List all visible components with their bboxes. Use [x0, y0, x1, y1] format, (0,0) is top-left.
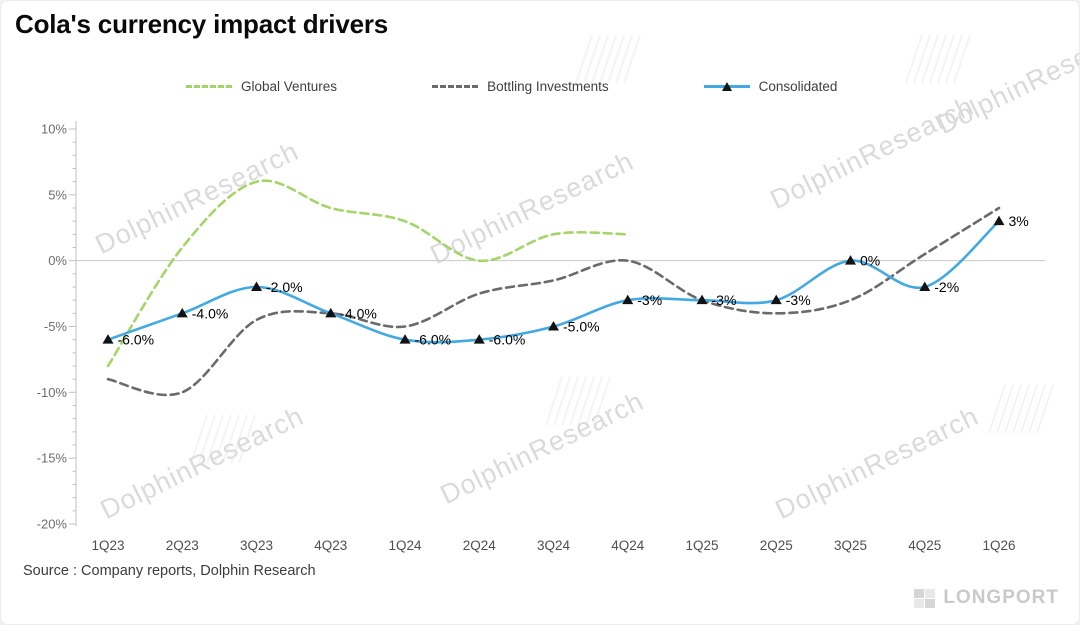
svg-text:1Q23: 1Q23: [91, 538, 124, 553]
y-axis: 10% 5% 0% -5% -10% -15% -20%: [37, 121, 77, 532]
brand-name: LONGPORT: [943, 587, 1059, 608]
chart-title: Cola's currency impact drivers: [15, 9, 389, 39]
triangle-data-marker: [696, 294, 708, 305]
triangle-data-marker: [548, 321, 559, 331]
svg-text:3Q23: 3Q23: [240, 538, 273, 553]
triangle-data-marker: [325, 307, 337, 318]
series-consolidated: -6.0% -4.0% -2.0% -4.0% -6.0% -6.0% -5.0% -3% -3…: [102, 213, 1029, 348]
dashed-line-icon: [186, 84, 232, 88]
triangle-data-marker: [770, 294, 782, 305]
svg-text:-15%: -15%: [37, 451, 68, 466]
triangle-data-marker: [993, 215, 1005, 226]
point-label: -6.0%: [415, 332, 452, 348]
triangle-data-marker: [919, 281, 931, 291]
legend: Global Ventures Bottling Investments Con…: [1, 73, 1079, 99]
triangle-data-marker: [845, 255, 856, 265]
svg-text:4Q23: 4Q23: [314, 538, 347, 553]
legend-item-consolidated: Consolidated: [703, 78, 838, 94]
series-bottling-investments: [106, 206, 1001, 397]
svg-text:0%: 0%: [48, 253, 67, 268]
svg-text:1Q25: 1Q25: [685, 538, 718, 553]
point-label: -4.0%: [340, 305, 377, 321]
svg-text:DolphinResearch: DolphinResearch: [96, 401, 309, 525]
series-global-ventures: [106, 179, 630, 368]
svg-text:1Q24: 1Q24: [388, 538, 422, 553]
point-label: -3%: [712, 292, 737, 308]
triangle-data-marker: [102, 334, 114, 344]
legend-item-global-ventures: Global Ventures: [186, 79, 337, 94]
point-label: -6.0%: [118, 332, 155, 348]
svg-text:DolphinResearch: DolphinResearch: [436, 386, 649, 510]
point-label: -2%: [934, 279, 959, 295]
legend-label: Global Ventures: [241, 78, 338, 94]
point-label: 3%: [1009, 213, 1029, 229]
svg-text:3Q24: 3Q24: [537, 538, 571, 553]
point-label: -4.0%: [192, 305, 229, 321]
point-label: -3%: [637, 292, 662, 308]
point-label: -6.0%: [489, 332, 526, 348]
point-label: -2.0%: [266, 279, 303, 295]
dashed-line-icon: [432, 84, 479, 88]
point-label: 0%: [860, 253, 880, 269]
triangle-data-marker: [251, 281, 262, 291]
source-note: Source : Company reports, Dolphin Resear…: [23, 563, 316, 579]
svg-text:3Q25: 3Q25: [834, 538, 867, 553]
svg-text:DolphinResearch: DolphinResearch: [91, 136, 304, 260]
svg-text:1Q26: 1Q26: [982, 538, 1015, 553]
svg-text:5%: 5%: [48, 187, 67, 202]
svg-text:-5%: -5%: [44, 319, 68, 334]
triangle-data-marker: [473, 334, 485, 344]
svg-text:4Q24: 4Q24: [611, 538, 645, 553]
svg-text:-20%: -20%: [37, 517, 68, 532]
x-axis-labels: 1Q23 2Q23 3Q23 4Q23 1Q24 2Q24 3Q24 4Q24 1Q25 2Q25…: [91, 538, 1015, 553]
point-label: -5.0%: [563, 319, 600, 335]
svg-text:DolphinResearch: DolphinResearch: [426, 146, 639, 270]
triangle-data-marker: [176, 307, 188, 318]
svg-text:4Q25: 4Q25: [908, 538, 941, 553]
svg-text:2Q24: 2Q24: [463, 538, 497, 553]
legend-item-bottling-investments: Bottling Investments: [432, 79, 609, 94]
triangle-data-marker: [399, 334, 411, 344]
svg-text:DolphinResearch: DolphinResearch: [771, 401, 984, 525]
triangle-marker-icon: [721, 81, 732, 91]
point-label: -3%: [786, 292, 811, 308]
triangle-data-marker: [622, 294, 634, 305]
legend-label: Consolidated: [758, 78, 838, 94]
legend-label: Bottling Investments: [487, 78, 609, 94]
svg-text:-10%: -10%: [37, 385, 68, 400]
brand-logo: LONGPORT: [914, 587, 1059, 609]
longport-logo-icon: [914, 588, 936, 608]
svg-text:2Q25: 2Q25: [760, 538, 793, 553]
svg-text:2Q23: 2Q23: [166, 538, 199, 553]
svg-text:10%: 10%: [41, 122, 67, 137]
line-with-triangle-icon: [703, 81, 750, 91]
